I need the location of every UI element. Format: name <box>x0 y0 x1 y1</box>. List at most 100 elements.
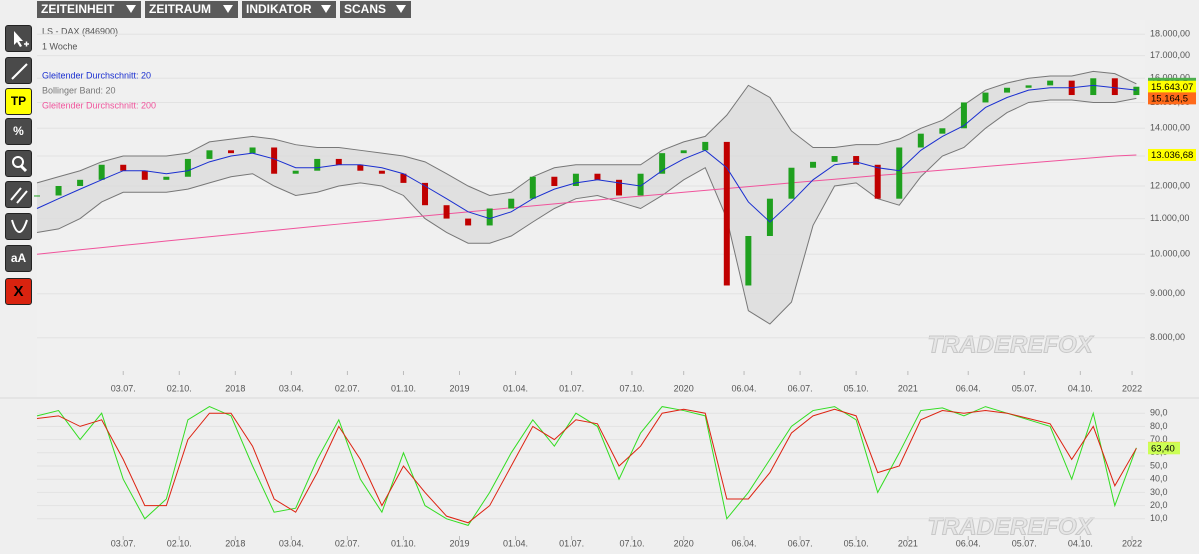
pointer-tool[interactable] <box>5 25 32 52</box>
candle <box>1111 78 1118 96</box>
y-tick-label: 50,0 <box>1150 460 1168 470</box>
candle <box>1133 86 1140 96</box>
price-label: 63,40 <box>1151 443 1175 454</box>
x-tick-label: 2021 <box>898 383 918 393</box>
tool-label: X <box>13 283 24 300</box>
x-tick-label: 05.10. <box>844 538 869 548</box>
x-tick-label: 04.10. <box>1068 538 1093 548</box>
candle <box>206 150 213 159</box>
candle <box>960 102 967 129</box>
candle <box>659 153 666 174</box>
candle <box>572 173 579 186</box>
menu-label: INDIKATOR <box>246 2 312 16</box>
dropdown-arrow <box>396 5 406 13</box>
x-tick-label: 2020 <box>674 538 694 548</box>
candle <box>335 158 342 165</box>
tp-tool[interactable]: TP <box>5 88 32 115</box>
candle <box>443 205 450 219</box>
x-tick-label: 2020 <box>674 383 694 393</box>
price-label-box <box>1148 80 1196 93</box>
text-tool[interactable]: aA <box>5 245 32 272</box>
x-tick-label: 2019 <box>449 538 469 548</box>
x-tick-label: 05.07. <box>1012 383 1037 393</box>
x-tick-label: 2019 <box>449 383 469 393</box>
menu-label: ZEITEINHEIT <box>41 2 115 16</box>
menu-button[interactable]: ZEITEINHEIT <box>37 1 141 18</box>
line-tool[interactable] <box>5 57 32 84</box>
x-tick-label: 2022 <box>1122 538 1142 548</box>
candle <box>292 170 299 174</box>
legend-entry: Gleitender Durchschnitt: 20 <box>42 70 151 80</box>
menu-button[interactable]: ZEITRAUM <box>145 1 238 18</box>
candle <box>831 156 838 162</box>
x-tick-label: 01.04. <box>503 383 528 393</box>
chart-subtitle: 1 Woche <box>42 41 77 51</box>
x-tick-label: 2018 <box>225 383 245 393</box>
menu-label: ZEITRAUM <box>149 2 211 16</box>
y-tick-label: 80,0 <box>1150 421 1168 431</box>
candle <box>1090 78 1097 96</box>
x-tick-label: 01.07. <box>559 383 584 393</box>
candle <box>120 164 127 171</box>
x-tick-label: 02.10. <box>167 383 192 393</box>
candle <box>788 167 795 199</box>
y-tick-label: 10,0 <box>1150 513 1168 523</box>
band-fill <box>37 71 1137 325</box>
candle <box>1047 80 1054 86</box>
y-tick-label: 17.000,00 <box>1150 50 1190 60</box>
y-tick-label: 8.000,00 <box>1150 332 1185 342</box>
x-tick-label: 01.10. <box>391 538 416 548</box>
candle <box>810 161 817 168</box>
y-tick-label: 12.000,00 <box>1150 180 1190 190</box>
parallel-tool[interactable] <box>5 181 32 208</box>
x-tick-label: 06.04. <box>732 383 757 393</box>
y-tick-label: 16.000,00 <box>1150 73 1190 83</box>
x-tick-label: 01.10. <box>391 383 416 393</box>
candle <box>357 164 364 171</box>
candle <box>853 156 860 165</box>
chart-title: LS - DAX (846900) <box>42 26 118 36</box>
x-tick-label: 02.07. <box>335 383 360 393</box>
plot-background <box>37 20 1145 398</box>
moving-average <box>36 84 1137 223</box>
parallel-icon <box>10 187 28 204</box>
tool-label: aA <box>10 251 27 265</box>
menu-button[interactable]: INDIKATOR <box>242 1 336 18</box>
x-tick-label: 05.10. <box>844 383 869 393</box>
candle <box>551 176 558 186</box>
candle <box>982 92 989 103</box>
candle <box>874 164 881 199</box>
x-tick-label: 06.04. <box>956 383 981 393</box>
percent-tool[interactable]: % <box>5 118 32 145</box>
curve-tool[interactable] <box>5 213 32 240</box>
candle <box>1004 87 1011 93</box>
x-tick-label: 03.04. <box>279 538 304 548</box>
band-upper <box>36 70 1137 196</box>
x-tick-label: 07.10. <box>619 383 644 393</box>
candle <box>249 147 256 154</box>
price-label: 15.643,07 <box>1151 82 1193 93</box>
oscillator-line <box>36 408 1137 524</box>
zoom-icon <box>12 156 28 173</box>
dropdown-arrow <box>126 5 136 13</box>
x-tick-label: 02.10. <box>167 538 192 548</box>
y-tick-label: 11.000,00 <box>1150 213 1189 223</box>
menu-button[interactable]: SCANS <box>340 1 411 18</box>
candle <box>594 173 601 180</box>
price-label-box <box>1148 442 1180 455</box>
candle <box>141 170 148 180</box>
x-tick-label: 07.10. <box>619 538 644 548</box>
y-tick-label: 70,0 <box>1150 434 1168 444</box>
candle <box>400 173 407 183</box>
x-tick-label: 2018 <box>225 538 245 548</box>
candle <box>917 133 924 148</box>
zoom-tool[interactable] <box>5 150 32 177</box>
x-tick-label: 01.04. <box>503 538 528 548</box>
menu-label: SCANS <box>344 2 387 16</box>
x-tick-label: 03.04. <box>279 383 304 393</box>
x-tick-label: 06.04. <box>732 538 757 548</box>
y-tick-label: 9.000,00 <box>1150 288 1185 298</box>
candle <box>680 150 687 154</box>
candle <box>184 158 191 177</box>
delete-tool[interactable]: X <box>5 278 32 305</box>
